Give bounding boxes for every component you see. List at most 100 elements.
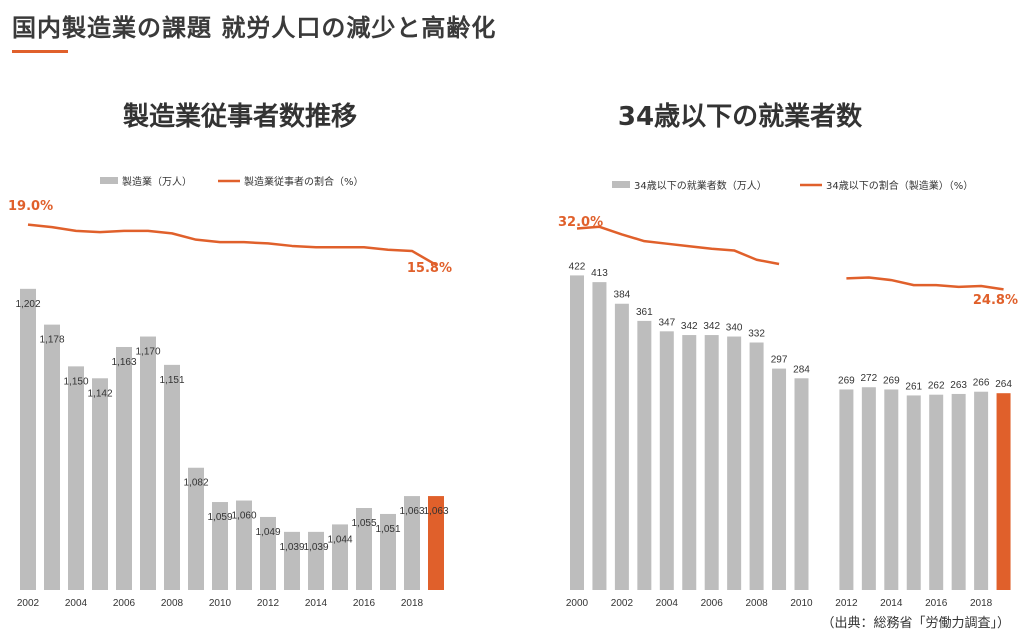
legend-label: 34歳以下の就業者数（万人） — [634, 179, 767, 192]
x-tick-label: 2004 — [656, 598, 679, 609]
x-tick-label: 2000 — [566, 598, 589, 609]
bar-value-label: 340 — [726, 323, 743, 334]
bar-value-label: 1,060 — [231, 511, 256, 522]
bar-value-label: 284 — [793, 364, 810, 375]
bar — [20, 288, 36, 590]
bar-value-label: 1,063 — [399, 506, 424, 517]
bar — [116, 346, 132, 590]
bar-value-label: 1,051 — [375, 524, 400, 535]
x-tick-label: 2016 — [925, 598, 948, 609]
bar — [140, 336, 156, 590]
x-tick-label: 2014 — [880, 598, 903, 609]
bar-value-label: 1,055 — [351, 518, 376, 529]
bar-value-label: 1,059 — [207, 512, 232, 523]
bar — [749, 342, 764, 590]
bar-value-label: 262 — [928, 381, 945, 392]
x-tick-label: 2018 — [401, 598, 424, 609]
bar — [861, 387, 876, 590]
x-tick-label: 2018 — [970, 598, 993, 609]
bar — [332, 524, 348, 590]
bar — [884, 389, 899, 590]
x-tick-label: 2010 — [790, 598, 813, 609]
bar-value-label: 1,082 — [183, 478, 208, 489]
bar — [212, 502, 228, 590]
bar — [592, 282, 607, 590]
bar-value-label: 261 — [905, 381, 922, 392]
line-annotation: 19.0% — [8, 199, 53, 214]
legend-swatch-bar — [100, 177, 118, 184]
line-annotation: 32.0% — [558, 215, 603, 230]
chart-title-2: 34歳以下の就業者数 — [617, 102, 863, 132]
bar-value-label: 269 — [883, 375, 900, 386]
x-tick-label: 2016 — [353, 598, 376, 609]
bar-value-label: 1,044 — [327, 534, 352, 545]
bar-value-label: 1,202 — [15, 299, 40, 310]
bar-value-label: 297 — [771, 355, 788, 366]
x-tick-label: 2006 — [113, 598, 136, 609]
bar-value-label: 1,163 — [111, 357, 136, 368]
bar-value-label: 269 — [838, 375, 855, 386]
bar — [659, 331, 674, 590]
line-series — [27, 223, 437, 266]
bar — [68, 366, 84, 590]
bar-value-label: 263 — [950, 380, 967, 391]
bar-value-label: 384 — [614, 290, 631, 301]
bar — [772, 368, 787, 590]
bar — [727, 336, 742, 590]
bar-value-label: 422 — [569, 261, 586, 272]
x-tick-label: 2012 — [835, 598, 858, 609]
bar-value-label: 1,170 — [135, 347, 160, 358]
x-tick-label: 2004 — [65, 598, 88, 609]
bar — [284, 531, 300, 590]
bar — [906, 395, 921, 590]
bar — [428, 496, 444, 590]
legend-label: 製造業従事者の割合（%） — [244, 175, 364, 188]
bar-value-label: 1,039 — [303, 542, 328, 553]
bar — [951, 393, 966, 590]
page-title: 国内製造業の課題 就労人口の減少と高齢化 — [12, 14, 497, 42]
bar — [570, 275, 584, 590]
bar — [614, 303, 629, 590]
bar-value-label: 272 — [861, 373, 878, 384]
bar-value-label: 413 — [591, 268, 608, 279]
title-underline — [12, 50, 68, 53]
bar — [356, 508, 372, 590]
x-tick-label: 2008 — [161, 598, 184, 609]
bar — [188, 467, 204, 590]
bar — [404, 496, 420, 590]
bar-value-label: 1,049 — [255, 527, 280, 538]
bar — [794, 378, 809, 590]
bar — [974, 391, 989, 590]
bar — [236, 500, 252, 590]
bar — [996, 393, 1011, 590]
bar — [682, 335, 697, 590]
bar — [92, 378, 108, 590]
bar-value-label: 347 — [658, 317, 675, 328]
bar — [260, 516, 276, 590]
line-series — [576, 225, 780, 266]
source-note: （出典：総務省「労働力調査」） — [821, 616, 1010, 631]
line-series — [846, 276, 1004, 291]
line-annotation: 15.8% — [407, 261, 452, 276]
x-tick-label: 2014 — [305, 598, 328, 609]
bar-value-label: 1,063 — [423, 506, 448, 517]
bar — [380, 513, 396, 590]
chart-title-1: 製造業従事者数推移 — [122, 102, 357, 132]
bar — [704, 335, 719, 590]
bar — [44, 324, 60, 590]
bar-value-label: 1,039 — [279, 542, 304, 553]
x-tick-label: 2006 — [701, 598, 724, 609]
bar-value-label: 1,178 — [39, 335, 64, 346]
x-tick-label: 2008 — [745, 598, 768, 609]
legend-swatch-bar — [612, 181, 630, 188]
bar-value-label: 266 — [973, 378, 990, 389]
bar-value-label: 1,150 — [63, 376, 88, 387]
bar — [929, 394, 944, 590]
x-tick-label: 2002 — [17, 598, 40, 609]
legend-label: 34歳以下の割合（製造業）（%） — [826, 179, 973, 192]
bar-value-label: 264 — [995, 379, 1012, 390]
x-tick-label: 2012 — [257, 598, 280, 609]
bar-value-label: 342 — [703, 321, 720, 332]
bar-value-label: 1,151 — [159, 375, 184, 386]
